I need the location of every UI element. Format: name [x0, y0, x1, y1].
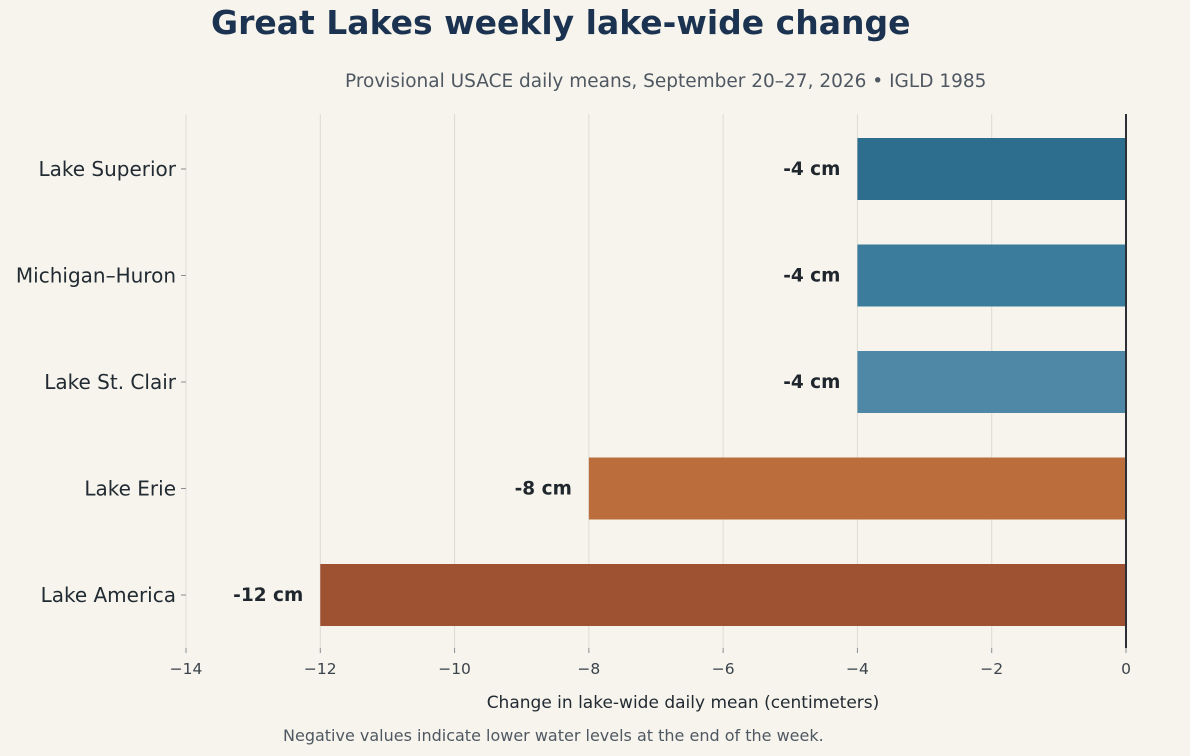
x-tick-label: 0: [1121, 660, 1131, 678]
category-label: Lake Erie: [84, 477, 176, 501]
x-tick-label: −4: [846, 660, 869, 678]
x-tick-label: −6: [712, 660, 735, 678]
x-tick-label: −12: [304, 660, 337, 678]
category-label: Lake Superior: [38, 157, 176, 181]
chart-subtitle: Provisional USACE daily means, September…: [345, 71, 987, 92]
category-label: Lake America: [41, 583, 176, 607]
bars: [320, 138, 1126, 626]
bar: [857, 138, 1126, 200]
data-label: -4 cm: [783, 372, 840, 393]
x-tick-label: −10: [438, 660, 471, 678]
bar: [588, 457, 1126, 520]
x-tick-label: −14: [170, 660, 203, 678]
data-label: -12 cm: [233, 585, 303, 606]
category-label: Michigan–Huron: [16, 264, 176, 288]
labels: Lake Superior -4 cm Michigan–Huron -4 cm Lak…: [16, 157, 841, 607]
bar: [857, 351, 1126, 413]
category-label: Lake St. Clair: [44, 370, 177, 394]
data-label: -8 cm: [515, 479, 572, 500]
x-tick-label: −8: [577, 660, 600, 678]
bar: [857, 244, 1126, 307]
x-axis-title: Change in lake-wide daily mean (centimet…: [487, 693, 880, 713]
chart-title: Great Lakes weekly lake-wide change: [211, 3, 911, 42]
data-label: -4 cm: [783, 266, 840, 287]
axes: −14 −12 −10 −8 −6 −4 −2 0: [170, 114, 1131, 678]
footnote: Negative values indicate lower water lev…: [283, 726, 824, 745]
bar: [320, 564, 1126, 626]
data-label: -4 cm: [783, 159, 840, 180]
x-tick-label: −2: [980, 660, 1003, 678]
